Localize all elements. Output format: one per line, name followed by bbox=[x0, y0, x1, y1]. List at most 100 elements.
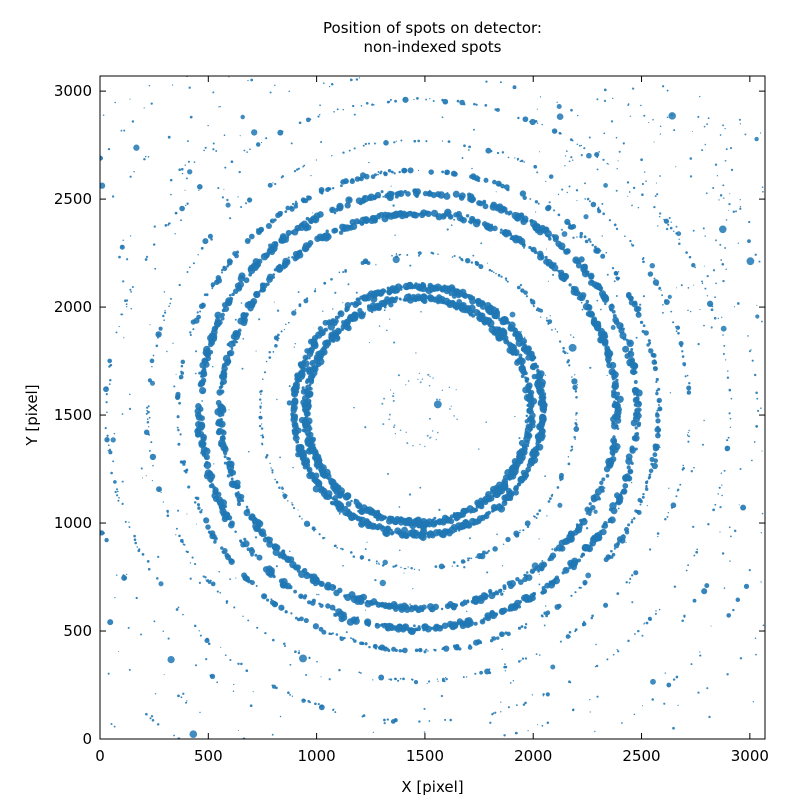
spot-point bbox=[212, 142, 215, 145]
spot-point bbox=[237, 281, 245, 288]
spot-point bbox=[217, 187, 220, 190]
spot-point bbox=[549, 552, 557, 559]
spot-point bbox=[374, 578, 377, 582]
spot-point bbox=[542, 401, 547, 406]
spot-point bbox=[720, 325, 727, 332]
spot-point bbox=[643, 622, 646, 624]
spot-point bbox=[245, 508, 250, 513]
spot-point bbox=[388, 40, 391, 43]
spot-point bbox=[237, 662, 240, 666]
spot-point bbox=[322, 82, 325, 84]
spot-point bbox=[546, 721, 550, 724]
spot-point bbox=[302, 405, 310, 414]
spot-point bbox=[485, 147, 492, 154]
spot-point bbox=[552, 236, 559, 243]
spot-point bbox=[590, 201, 597, 208]
spot-point bbox=[777, 598, 779, 600]
spot-point bbox=[182, 543, 185, 546]
spot-point bbox=[453, 644, 460, 651]
spot-point bbox=[443, 645, 450, 652]
spot-point bbox=[663, 218, 670, 224]
spot-point bbox=[523, 347, 531, 355]
spot-point bbox=[667, 512, 669, 514]
spot-point bbox=[253, 291, 260, 298]
spot-point bbox=[489, 639, 494, 643]
spot-point bbox=[588, 136, 591, 139]
spot-point bbox=[350, 223, 358, 230]
spot-point bbox=[643, 114, 646, 117]
spot-point bbox=[549, 497, 552, 500]
spot-point bbox=[247, 267, 252, 272]
spot-point bbox=[554, 130, 557, 133]
spot-point bbox=[387, 472, 389, 475]
spot-point bbox=[285, 323, 287, 326]
spot-point bbox=[477, 310, 481, 314]
spot-point bbox=[576, 383, 578, 386]
spot-point bbox=[164, 309, 166, 312]
spot-point bbox=[450, 621, 459, 629]
spot-point bbox=[234, 486, 238, 490]
spot-point bbox=[87, 486, 90, 489]
spot-point bbox=[260, 427, 264, 430]
spot-point bbox=[607, 462, 611, 466]
spot-point bbox=[120, 245, 123, 248]
spot-point bbox=[282, 493, 287, 498]
spot-point bbox=[626, 181, 630, 184]
spot-point bbox=[491, 636, 494, 639]
spot-point bbox=[478, 503, 485, 510]
spot-point bbox=[603, 521, 608, 526]
spot-point bbox=[120, 129, 123, 132]
spot-point bbox=[386, 329, 388, 332]
spot-point bbox=[678, 327, 681, 329]
spot-point bbox=[560, 133, 562, 135]
spot-point bbox=[650, 462, 654, 466]
spot-point bbox=[579, 522, 584, 527]
spot-point bbox=[421, 535, 425, 539]
spot-point bbox=[163, 674, 165, 676]
spot-point bbox=[242, 574, 249, 582]
spot-point bbox=[216, 498, 225, 507]
spot-point bbox=[723, 469, 726, 472]
spot-point bbox=[147, 410, 150, 414]
spot-point bbox=[730, 535, 732, 538]
spot-point bbox=[412, 4, 414, 6]
spot-point bbox=[466, 6, 467, 7]
spot-point bbox=[629, 447, 634, 452]
spot-point bbox=[299, 616, 304, 622]
spot-point bbox=[659, 125, 662, 128]
spot-point bbox=[187, 485, 191, 489]
spot-point bbox=[641, 193, 644, 196]
spot-point bbox=[514, 485, 519, 490]
spot-point bbox=[755, 314, 760, 319]
spot-point bbox=[473, 102, 476, 106]
spot-point bbox=[333, 608, 336, 611]
spot-point bbox=[771, 528, 773, 530]
spot-point bbox=[704, 287, 707, 290]
spot-point bbox=[559, 66, 561, 68]
spot-point bbox=[600, 485, 603, 489]
spot-point bbox=[204, 637, 210, 644]
spot-point bbox=[245, 202, 247, 205]
spot-point bbox=[655, 418, 661, 424]
spot-point bbox=[523, 19, 525, 21]
spot-point bbox=[307, 338, 314, 345]
spot-point bbox=[505, 279, 508, 282]
spot-point bbox=[169, 302, 172, 305]
spot-point bbox=[414, 648, 419, 653]
spot-point bbox=[600, 308, 602, 311]
spot-point bbox=[366, 541, 368, 543]
spot-point bbox=[374, 510, 378, 514]
spot-point bbox=[509, 470, 514, 475]
spot-point bbox=[240, 302, 243, 304]
spot-point bbox=[659, 212, 662, 215]
spot-point bbox=[771, 608, 773, 610]
spot-point bbox=[312, 342, 317, 347]
spot-point bbox=[362, 556, 365, 558]
spot-point bbox=[179, 460, 184, 464]
spot-point bbox=[644, 487, 649, 491]
spot-point bbox=[280, 330, 283, 333]
spot-point bbox=[261, 442, 263, 445]
spot-point bbox=[347, 283, 350, 286]
spot-point bbox=[229, 217, 232, 220]
spot-point bbox=[432, 377, 434, 379]
